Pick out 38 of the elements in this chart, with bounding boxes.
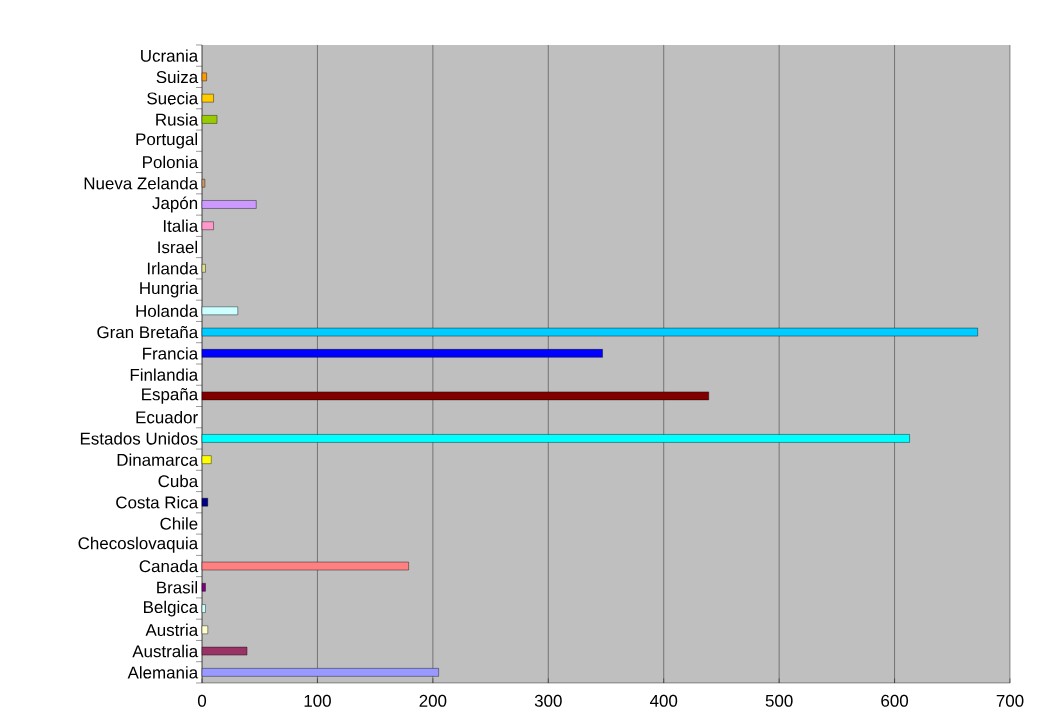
y-tick-label: Suecia [147,91,199,105]
y-tick-label: Austria [145,623,199,637]
x-tick-label: 400 [649,694,678,707]
y-tick-label: Portugal [136,132,198,149]
y-tick-label: Hungria [140,281,199,298]
x-tick-label: 100 [304,694,331,707]
y-tick-label: Alemania [127,666,199,679]
x-tick-label: 300 [534,694,562,707]
x-tick-label: 700 [996,694,1024,707]
y-tick-label: Canada [139,559,199,573]
x-tick-label: 0 [197,694,207,707]
y-tick-label: Belgica [144,600,199,617]
y-tick-label: Polonia [143,155,199,169]
y-tick-label: Checoslovaquia [78,536,199,553]
y-tick-label: Estados Unidos [80,432,198,445]
y-tick-label: Ecuador [136,410,198,424]
y-tick-label: Nueva Zelanda [84,177,199,190]
y-tick-label: Dinamarca [117,453,199,466]
y-tick-label: Japón [152,196,198,213]
y-tick-label: Australia [132,644,199,658]
y-tick-label: Italia [163,219,199,232]
y-tick-label: Gran Bretaña [97,325,199,339]
y-tick-label: Francia [143,347,199,360]
x-tick-label: 600 [881,694,909,707]
y-tick-label: Irlanda [147,262,199,275]
y-tick-label: Costa Rica [116,496,199,509]
y-tick-label: España [142,388,199,404]
x-tick-label: 200 [419,694,447,707]
y-tick-label: Chile [160,517,198,530]
y-tick-label: Holanda [136,304,199,318]
y-tick-label: Suiza [156,70,199,84]
y-tick-label: Rusia [156,113,199,126]
y-tick-label: Ucrania [141,49,199,62]
y-tick-label: Brasil [157,581,198,594]
x-tick-label: 500 [765,694,793,707]
y-tick-label: Cuba [158,474,199,488]
y-tick-label: Israel [158,240,198,254]
y-tick-label: Finlandia [130,368,199,381]
